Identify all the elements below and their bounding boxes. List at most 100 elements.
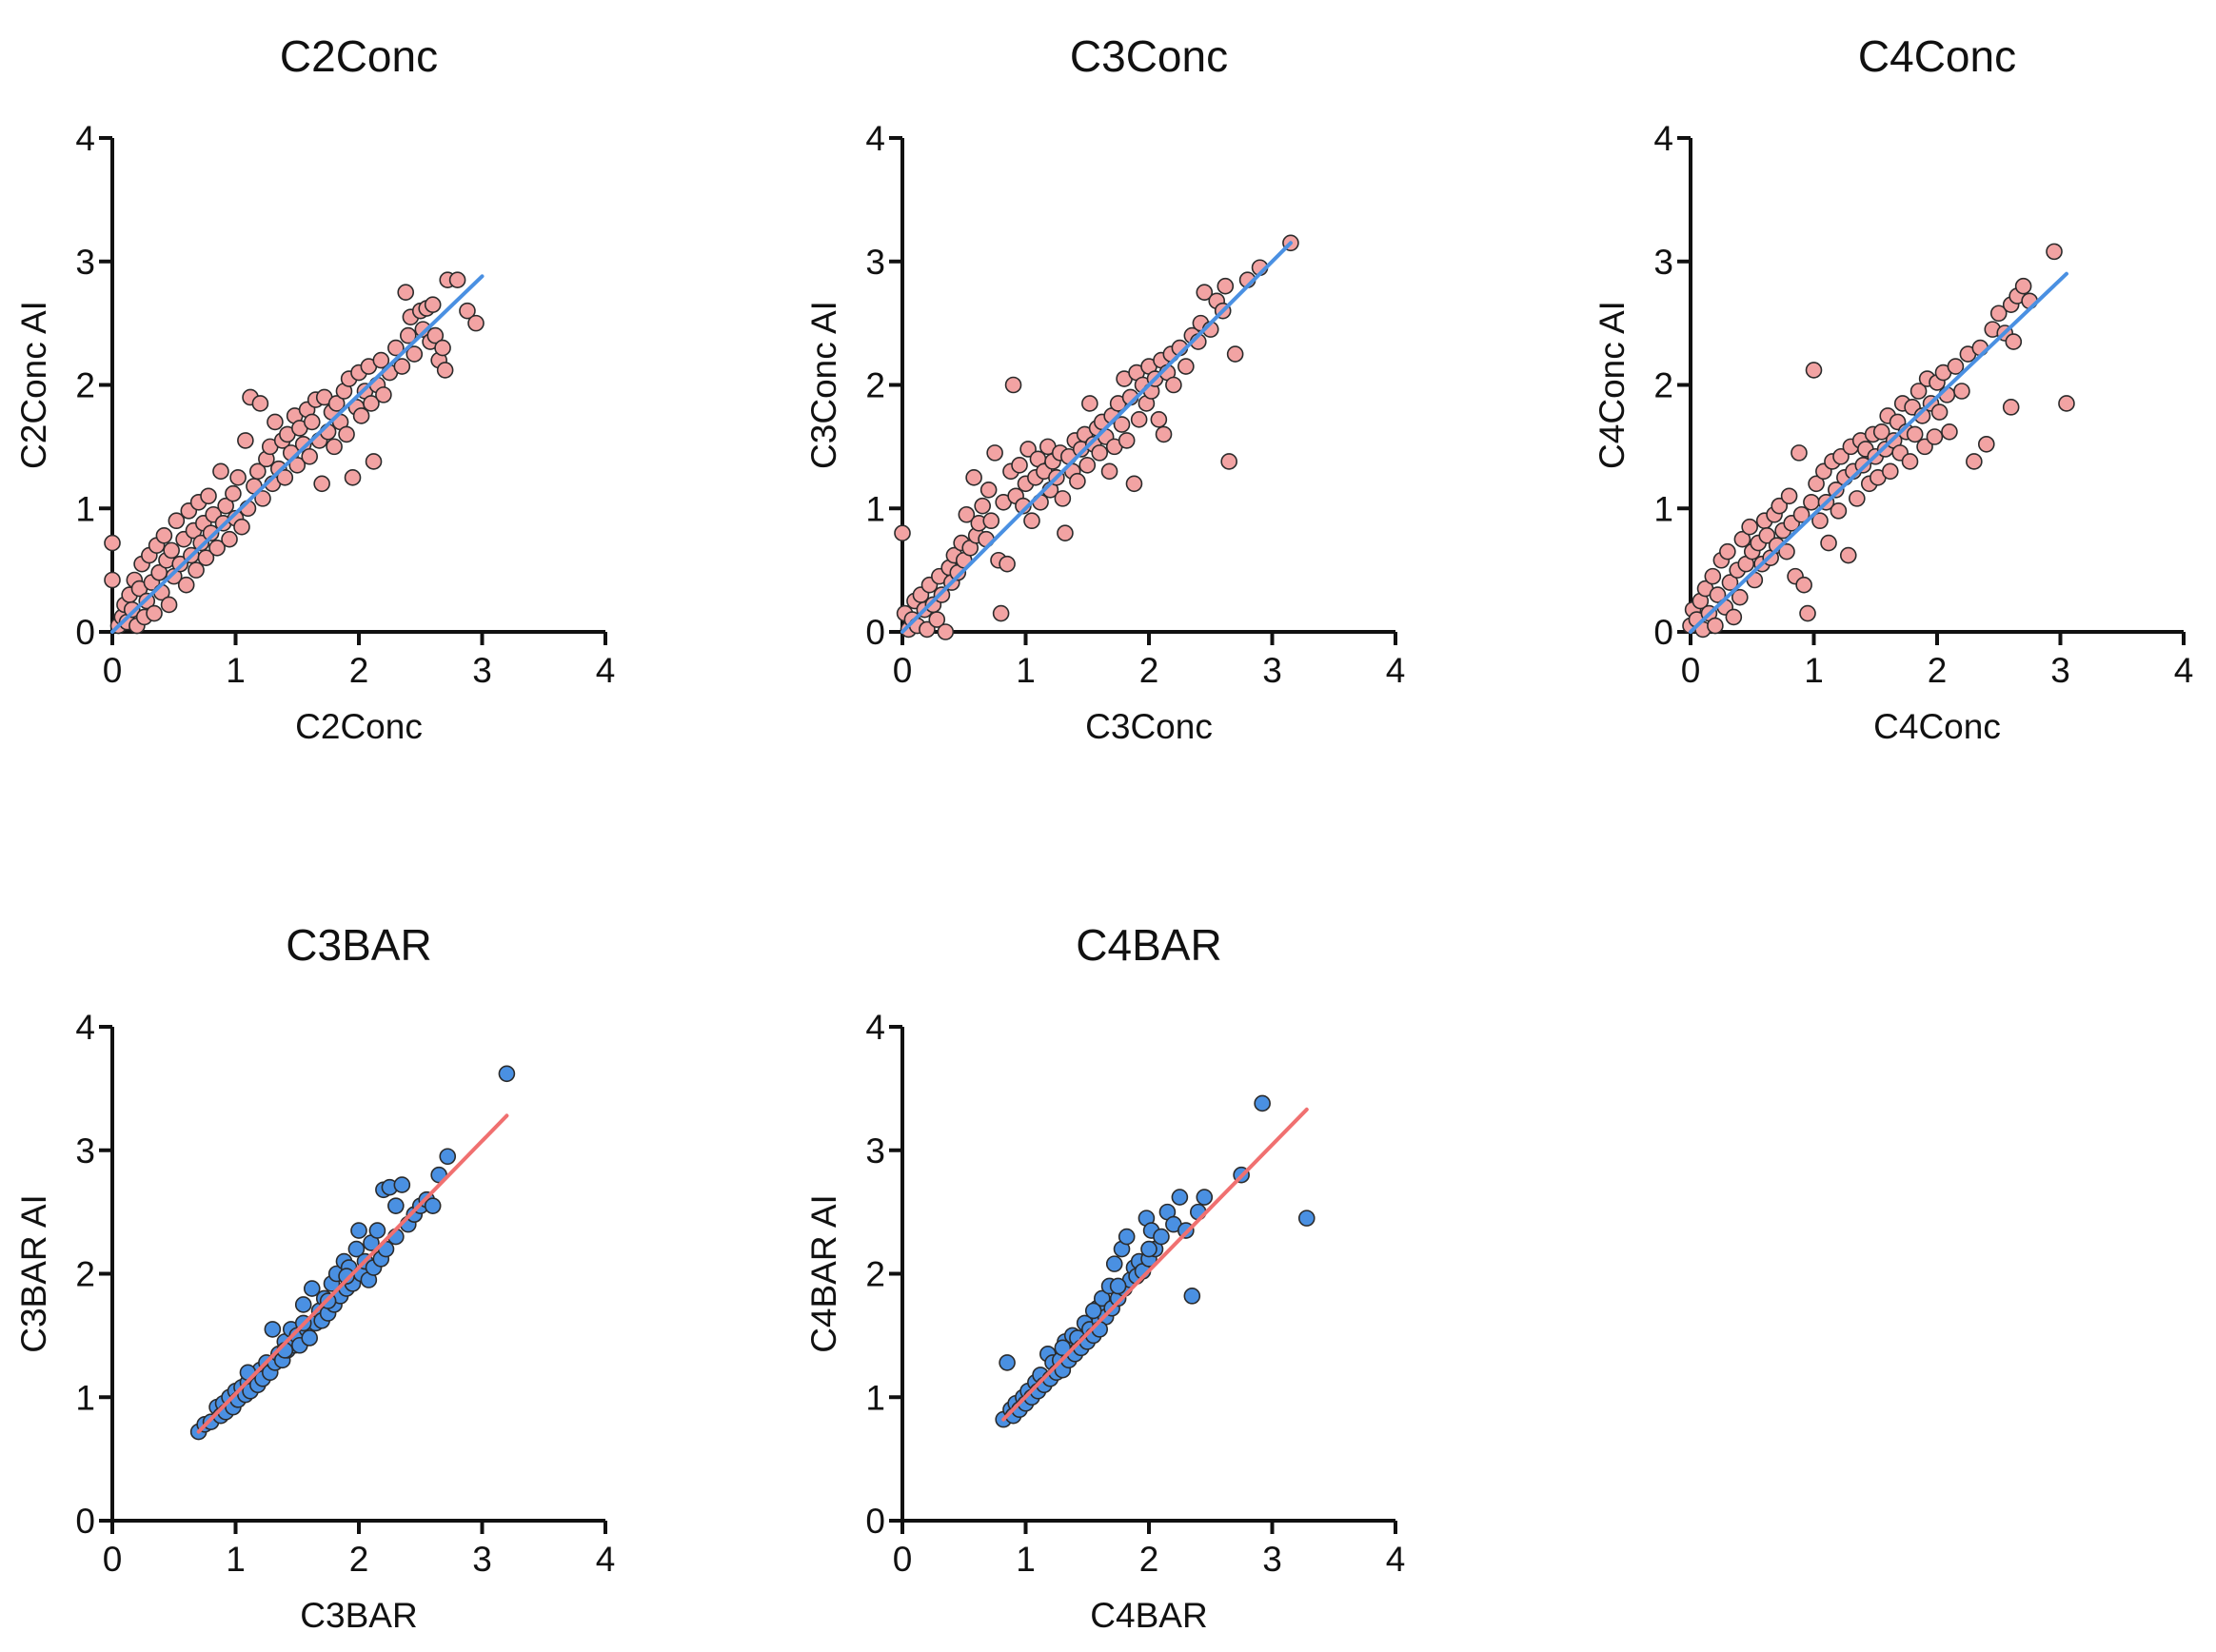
chart-5-points xyxy=(995,1094,1316,1428)
chart-3-y-axis-label: C4Conc AI xyxy=(1593,301,1632,469)
chart-1-data-point xyxy=(426,326,445,344)
chart-2-data-point xyxy=(1011,457,1028,474)
chart-2-data-point xyxy=(1196,284,1214,301)
chart-4-x-axis-label: C3BAR xyxy=(300,1596,417,1635)
chart-1-data-point xyxy=(467,314,485,332)
chart-3: C4Conc 0 1 2 3 4 0 1 2 3 4 C4Conc C4Conc AI xyxy=(1593,31,2193,746)
chart-2-data-point xyxy=(965,469,982,486)
chart-3-data-point xyxy=(1953,383,1970,400)
chart-1-y-axis-label: C2Conc AI xyxy=(14,301,53,469)
chart-4-data-point xyxy=(347,1240,366,1258)
chart-5-data-point xyxy=(1196,1189,1214,1206)
chart-5: C4BAR 0 1 2 3 4 0 1 2 3 4 C4BAR C4BAR AI xyxy=(804,920,1405,1635)
chart-3-x-axis-label: C4Conc xyxy=(1873,707,2001,746)
chart-3-data-point xyxy=(1916,438,1933,456)
chart-2-y-tick-label: 0 xyxy=(865,613,885,652)
chart-2-data-point xyxy=(937,623,955,640)
chart-3-data-point xyxy=(1733,530,1751,548)
chart-4-data-point xyxy=(264,1321,282,1338)
chart-3-data-point xyxy=(1780,487,1798,505)
chart-3-x-tick-label: 1 xyxy=(1804,651,1824,690)
chart-4-x-tick-label: 0 xyxy=(103,1540,123,1579)
chart-5-y-tick-label: 0 xyxy=(865,1502,885,1541)
chart-1-data-point xyxy=(363,395,380,412)
chart-2-data-point xyxy=(1023,512,1040,530)
chart-1-data-point xyxy=(393,358,411,375)
chart-3-data-point xyxy=(1901,453,1919,470)
chart-2-data-point xyxy=(1054,490,1072,507)
chart-3-data-point xyxy=(2002,399,2020,416)
chart-3-data-point xyxy=(1881,462,1899,481)
chart-4-fit-line xyxy=(196,1113,509,1434)
chart-3-points xyxy=(1682,243,2075,639)
chart-2-data-point xyxy=(1155,425,1173,443)
chart-1-data-point xyxy=(163,541,180,560)
chart-5-x-tick-label: 4 xyxy=(1386,1540,1406,1579)
chart-2-data-point xyxy=(919,620,936,639)
chart-3-data-point xyxy=(1719,542,1736,560)
chart-3-data-point xyxy=(1811,512,1829,530)
chart-2-x-tick-label: 4 xyxy=(1386,651,1406,690)
chart-1-data-point xyxy=(208,539,226,557)
chart-5-data-point xyxy=(1140,1240,1157,1258)
chart-3-data-point xyxy=(1795,576,1812,594)
chart-1-data-point xyxy=(387,339,405,357)
chart-5-data-point xyxy=(1118,1228,1136,1246)
chart-5-data-point xyxy=(1153,1228,1170,1246)
chart-1-data-point xyxy=(249,462,267,481)
chart-3-data-point xyxy=(2046,243,2063,261)
chart-1: C2Conc 0 1 2 3 4 0 1 2 3 4 C2Conc C2Conc AI xyxy=(14,31,615,746)
chart-3-data-point xyxy=(1805,362,1823,379)
chart-1-data-point xyxy=(424,296,442,313)
chart-3-data-point xyxy=(2014,277,2032,295)
chart-1-data-point xyxy=(177,576,195,594)
chart-3-data-point xyxy=(1808,475,1825,493)
chart-2-data-point xyxy=(1004,376,1022,394)
chart-1-data-point xyxy=(104,534,121,552)
chart-2-y-tick-label: 4 xyxy=(865,119,885,158)
chart-3-data-point xyxy=(1803,493,1820,511)
chart-2-data-point xyxy=(894,524,911,542)
chart-3-x-tick-label: 0 xyxy=(1681,651,1701,690)
chart-2-data-point xyxy=(1130,411,1148,428)
chart-1-data-point xyxy=(267,413,284,431)
chart-3-data-point xyxy=(2058,395,2075,412)
chart-3-data-point xyxy=(1832,447,1850,465)
chart-5-data-point xyxy=(1084,1302,1102,1320)
chart-1-x-tick-label: 0 xyxy=(103,651,123,690)
chart-3-data-point xyxy=(1799,604,1816,622)
chart-4-x-tick-label: 2 xyxy=(349,1540,369,1579)
chart-4: C3BAR 0 1 2 3 4 0 1 2 3 4 C3BAR C3BAR AI xyxy=(14,920,615,1635)
chart-1-data-point xyxy=(202,524,220,542)
chart-1-data-point xyxy=(168,512,186,530)
chart-1-data-point xyxy=(123,600,141,619)
chart-4-data-point xyxy=(387,1197,405,1214)
chart-1-y-tick-label: 3 xyxy=(75,243,95,282)
chart-2-data-point xyxy=(1078,457,1097,474)
chart-4-data-point xyxy=(301,1329,319,1347)
chart-5-y-tick-label: 1 xyxy=(865,1378,885,1417)
chart-3-y-tick-label: 3 xyxy=(1653,243,1673,282)
chart-4-data-point xyxy=(338,1268,355,1285)
chart-3-data-point xyxy=(1872,423,1890,441)
chart-4-y-tick-label: 4 xyxy=(75,1008,95,1047)
chart-1-data-point xyxy=(406,345,424,363)
chart-3-data-point xyxy=(1926,428,1944,445)
chart-1-data-point xyxy=(200,487,217,505)
chart-5-x-tick-label: 2 xyxy=(1139,1540,1159,1579)
chart-1-data-point xyxy=(301,447,319,465)
chart-1-data-point xyxy=(344,469,362,486)
chart-1-data-point xyxy=(313,475,330,493)
chart-1-data-point xyxy=(448,271,466,289)
chart-3-data-point xyxy=(1930,403,1949,421)
chart-4-y-tick-label: 0 xyxy=(75,1502,95,1541)
chart-1-data-point xyxy=(146,604,163,622)
chart-1-points xyxy=(104,271,485,635)
chart-5-fit-line xyxy=(1001,1107,1309,1422)
chart-2-data-point xyxy=(1091,444,1108,462)
chart-5-data-point xyxy=(1109,1277,1127,1295)
chart-4-x-tick-label: 3 xyxy=(472,1540,492,1579)
chart-3-y-tick-label: 1 xyxy=(1653,489,1673,528)
chart-2-data-point xyxy=(1057,524,1074,542)
